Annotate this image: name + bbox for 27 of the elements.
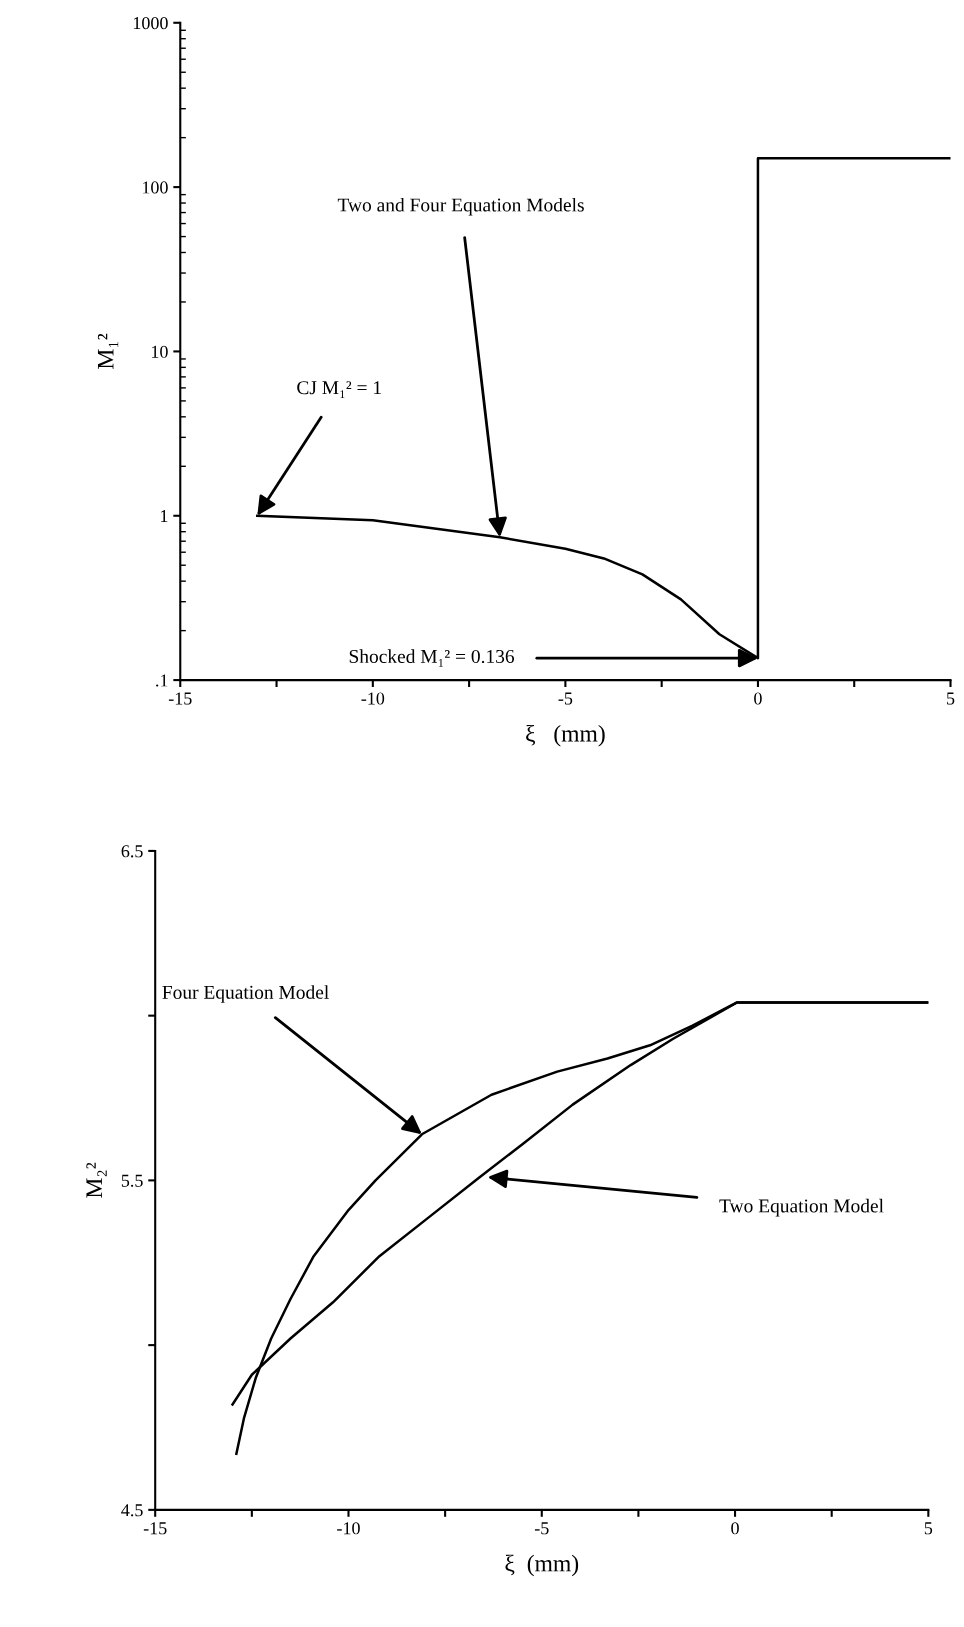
annotation: CJ M₁² = 1: [297, 381, 381, 398]
x-tick-label: -15: [143, 1522, 167, 1535]
y-tick-label: 4.5: [121, 1504, 143, 1517]
x-tick-label: 0: [754, 692, 762, 705]
x-tick-label: -5: [534, 1522, 549, 1535]
x-axis-title: ξ (mm): [505, 1554, 579, 1577]
x-axis-title: ξ (mm): [526, 724, 605, 747]
annotation: Shocked M₁² = 0.136: [349, 649, 515, 667]
x-tick-label: -15: [168, 692, 192, 705]
y-tick-label: 10: [152, 345, 168, 358]
x-tick-label: 0: [731, 1522, 739, 1535]
x-tick-label: 5: [924, 1522, 933, 1535]
annotation: Four Equation Model: [162, 985, 329, 1003]
y-axis-title: M₂²: [86, 1162, 107, 1198]
y-tick-label: 5.5: [121, 1174, 143, 1187]
y-tick-label: 6.5: [121, 845, 143, 858]
y-tick-label: 100: [142, 181, 168, 194]
x-tick-label: 5: [947, 692, 955, 705]
y-tick-label: 1000: [133, 17, 168, 30]
x-tick-label: -10: [361, 692, 385, 705]
y-tick-label: 1: [161, 510, 168, 523]
y-axis-title: M₁²: [97, 333, 119, 369]
x-tick-label: -10: [337, 1522, 360, 1535]
y-tick-label: .1: [156, 674, 168, 687]
annotation: Two and Four Equation Models: [337, 197, 584, 216]
x-tick-label: -5: [558, 692, 573, 705]
annotation: Two Equation Model: [719, 1198, 884, 1217]
